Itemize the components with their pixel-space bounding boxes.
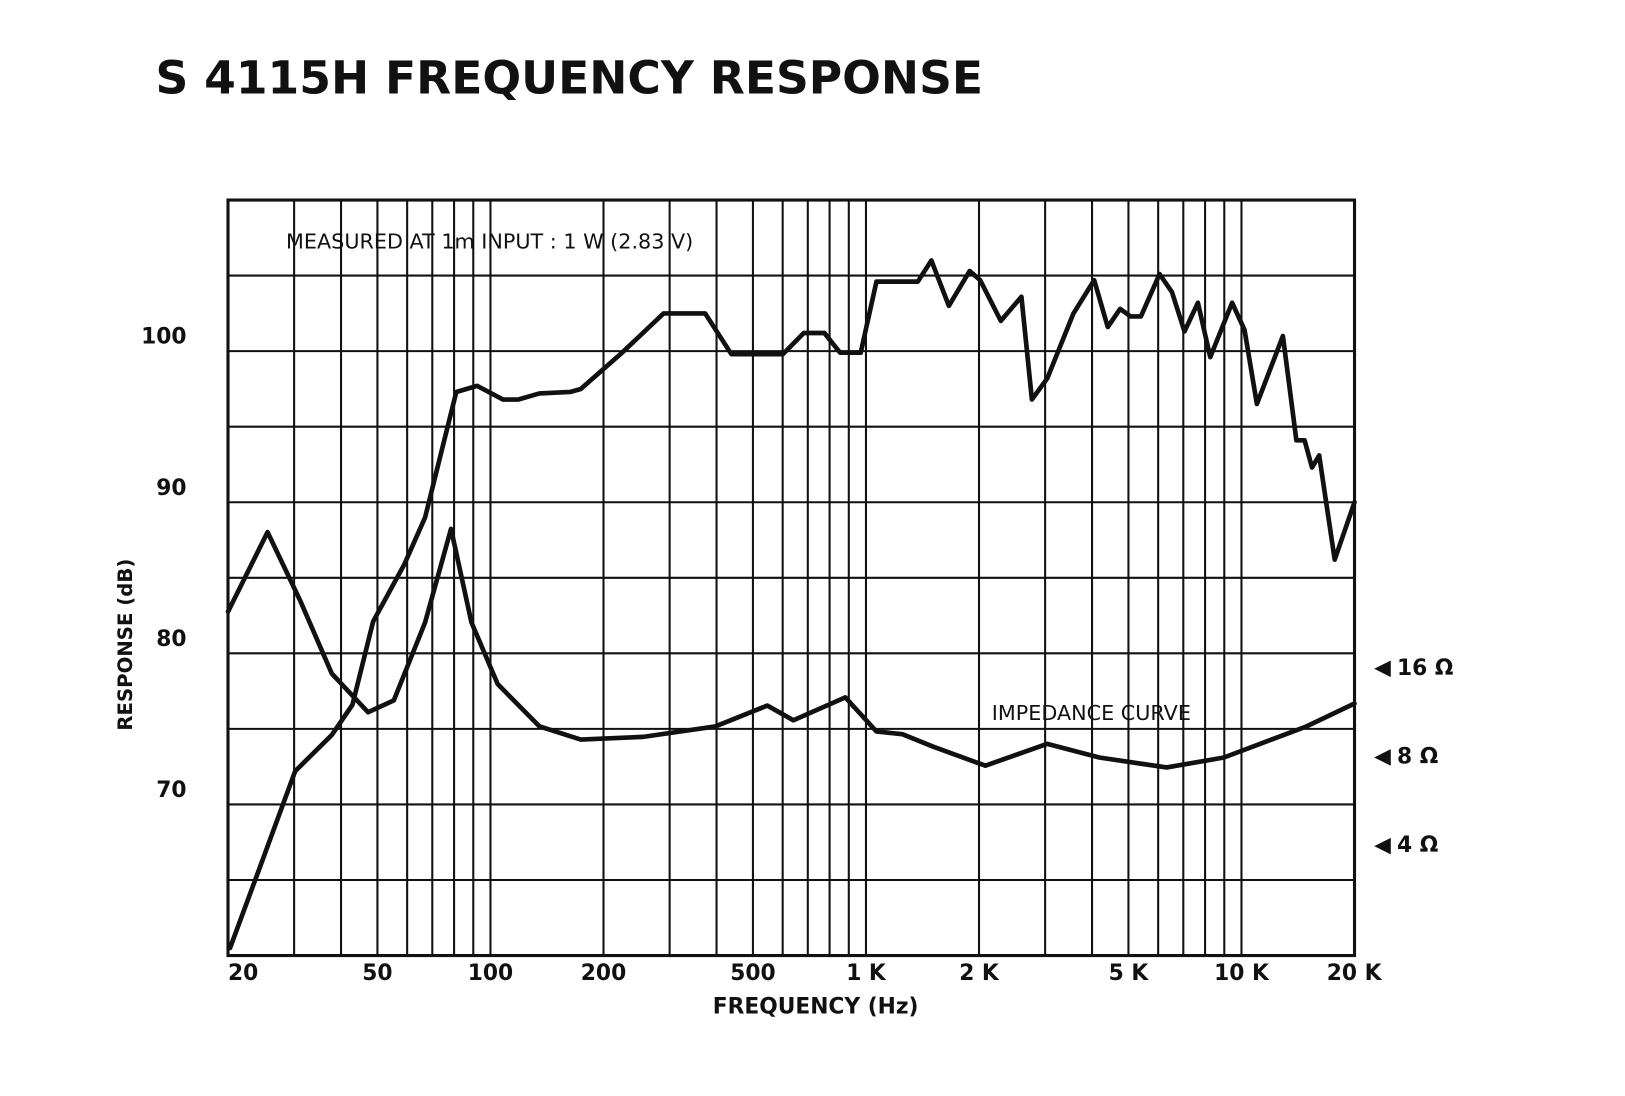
y2-tick-label: 16 Ω — [1397, 656, 1453, 681]
x-tick-label: 50 — [362, 961, 392, 986]
y2-tick-mark — [1374, 837, 1391, 855]
series-label: IMPEDANCE CURVE — [992, 701, 1191, 725]
series-line — [227, 258, 1357, 951]
x-tick-label: 100 — [468, 961, 513, 986]
y-axis-label: RESPONSE (dB) — [114, 559, 137, 731]
y-tick-label: 100 — [141, 325, 186, 350]
x-tick-label: 20 K — [1327, 961, 1383, 986]
x-tick-label: 500 — [730, 961, 775, 986]
x-tick-label: 200 — [581, 961, 626, 986]
y2-tick-mark — [1374, 749, 1391, 766]
series-line — [225, 526, 1357, 770]
y-tick-label: 80 — [156, 627, 186, 652]
plot-frame — [226, 198, 1357, 958]
x-tick-label: 20 — [228, 961, 258, 986]
x-tick-label: 5 K — [1109, 961, 1150, 986]
chart-title: S 4115H FREQUENCY RESPONSE — [155, 51, 983, 104]
x-tick-label: 2 K — [959, 961, 1000, 986]
x-tick-label: 10 K — [1214, 961, 1270, 986]
x-axis-label: FREQUENCY (Hz) — [713, 994, 919, 1019]
y-tick-label: 90 — [156, 476, 186, 501]
y2-tick-label: 4 Ω — [1397, 833, 1438, 858]
y-tick-label: 70 — [156, 778, 186, 803]
y2-tick-label: 8 Ω — [1397, 744, 1438, 769]
y2-tick-mark — [1374, 660, 1391, 678]
x-tick-label: 1 K — [846, 961, 887, 986]
